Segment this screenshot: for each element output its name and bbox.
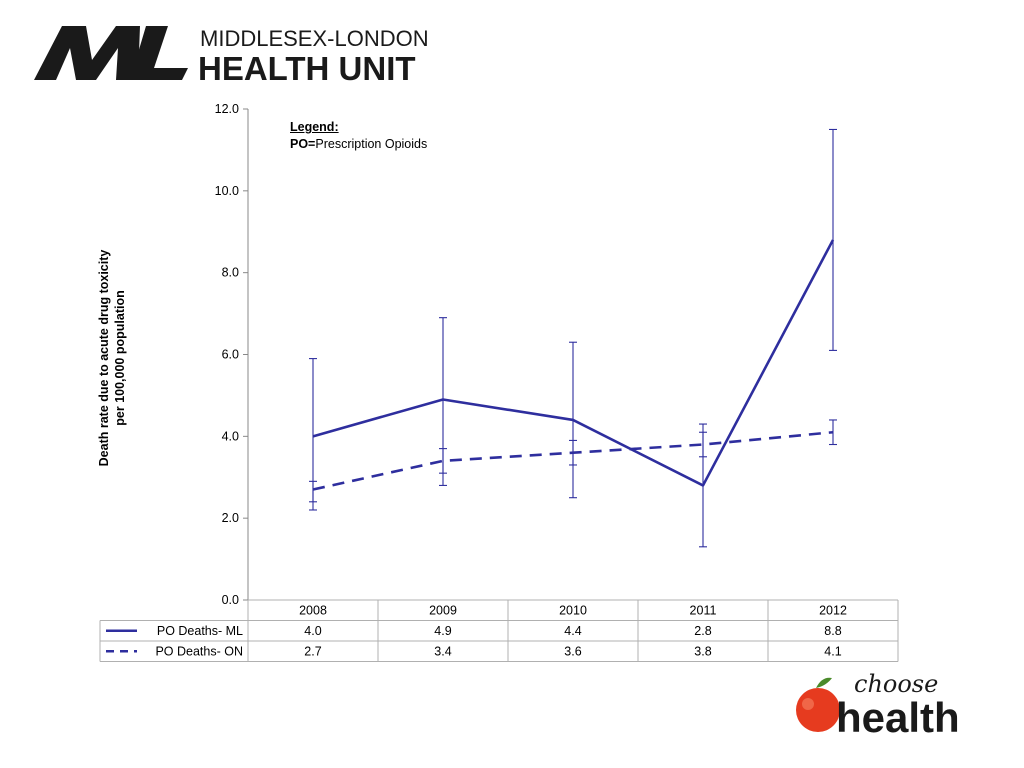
table-value-cell: 4.1 (824, 645, 841, 659)
y-axis-label-line1: Death rate due to acute drug toxicity (97, 249, 111, 467)
table-value-cell: 2.7 (304, 645, 321, 659)
ml-logo-mark-l (130, 26, 188, 80)
legend-note: Legend: PO=Prescription Opioids (290, 119, 427, 153)
logo-word-choose: choose (854, 670, 938, 698)
y-tick-label: 2.0 (222, 511, 239, 525)
series-line (312, 430, 834, 491)
table-value-cell: 4.4 (564, 624, 581, 638)
series-lines (312, 239, 835, 491)
legend-definition: PO=Prescription Opioids (290, 136, 427, 153)
data-table: 2008 2009 2010 2011 2012 PO Deaths- ML 4.0 4.9 4… (99, 599, 899, 662)
y-tick-label: 4.0 (222, 429, 239, 443)
y-tick-label: 12.0 (215, 102, 239, 116)
logo-text-line2: HEALTH UNIT (198, 50, 416, 87)
table-value-cell: 3.6 (564, 645, 581, 659)
y-tick-label: 0.0 (222, 593, 239, 607)
logo-word-health: health (836, 694, 960, 738)
table-header-cell: 2010 (559, 604, 587, 618)
table-value-cell: 3.4 (434, 645, 451, 659)
error-bars (309, 128, 837, 548)
y-tick-label: 6.0 (222, 348, 239, 362)
y-axis-label-line2: per 100,000 population (113, 290, 127, 426)
y-tick-label: 10.0 (215, 184, 239, 198)
legend-text: Prescription Opioids (315, 137, 428, 151)
ml-logo-mark (34, 26, 140, 80)
table-header-cell: 2009 (429, 604, 457, 618)
table-value-cell: 4.9 (434, 624, 451, 638)
table-header-cell: 2011 (690, 604, 717, 618)
y-axis-label: Death rate due to acute drug toxicity pe… (96, 208, 128, 508)
table-value-cell: 3.8 (694, 645, 711, 659)
table-value-cell: 8.8 (824, 624, 841, 638)
table-header-cell: 2012 (819, 604, 847, 618)
legend-title: Legend: (290, 120, 339, 134)
logo-text-line1: MIDDLESEX-LONDON (200, 26, 429, 51)
table-value-cell: 4.0 (304, 624, 321, 638)
middlesex-london-health-unit-logo: MIDDLESEX-LONDON HEALTH UNIT (34, 26, 429, 87)
table-header-cell: 2008 (299, 604, 327, 618)
legend-entry: PO Deaths- ML (157, 624, 243, 638)
choose-health-logo: choose health (796, 670, 960, 738)
y-axis: 0.0 2.0 4.0 6.0 8.0 10.0 12.0 (215, 102, 249, 607)
legend-abbrev: PO= (290, 137, 316, 151)
series-line (312, 239, 835, 487)
legend-entry: PO Deaths- ON (155, 645, 243, 659)
y-tick-label: 8.0 (222, 266, 239, 280)
table-value-cell: 2.8 (694, 624, 711, 638)
apple-icon (796, 677, 840, 732)
